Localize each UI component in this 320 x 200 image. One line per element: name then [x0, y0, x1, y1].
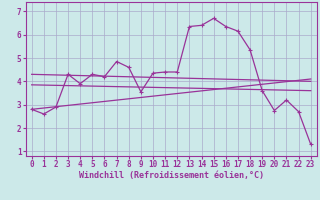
- X-axis label: Windchill (Refroidissement éolien,°C): Windchill (Refroidissement éolien,°C): [79, 171, 264, 180]
